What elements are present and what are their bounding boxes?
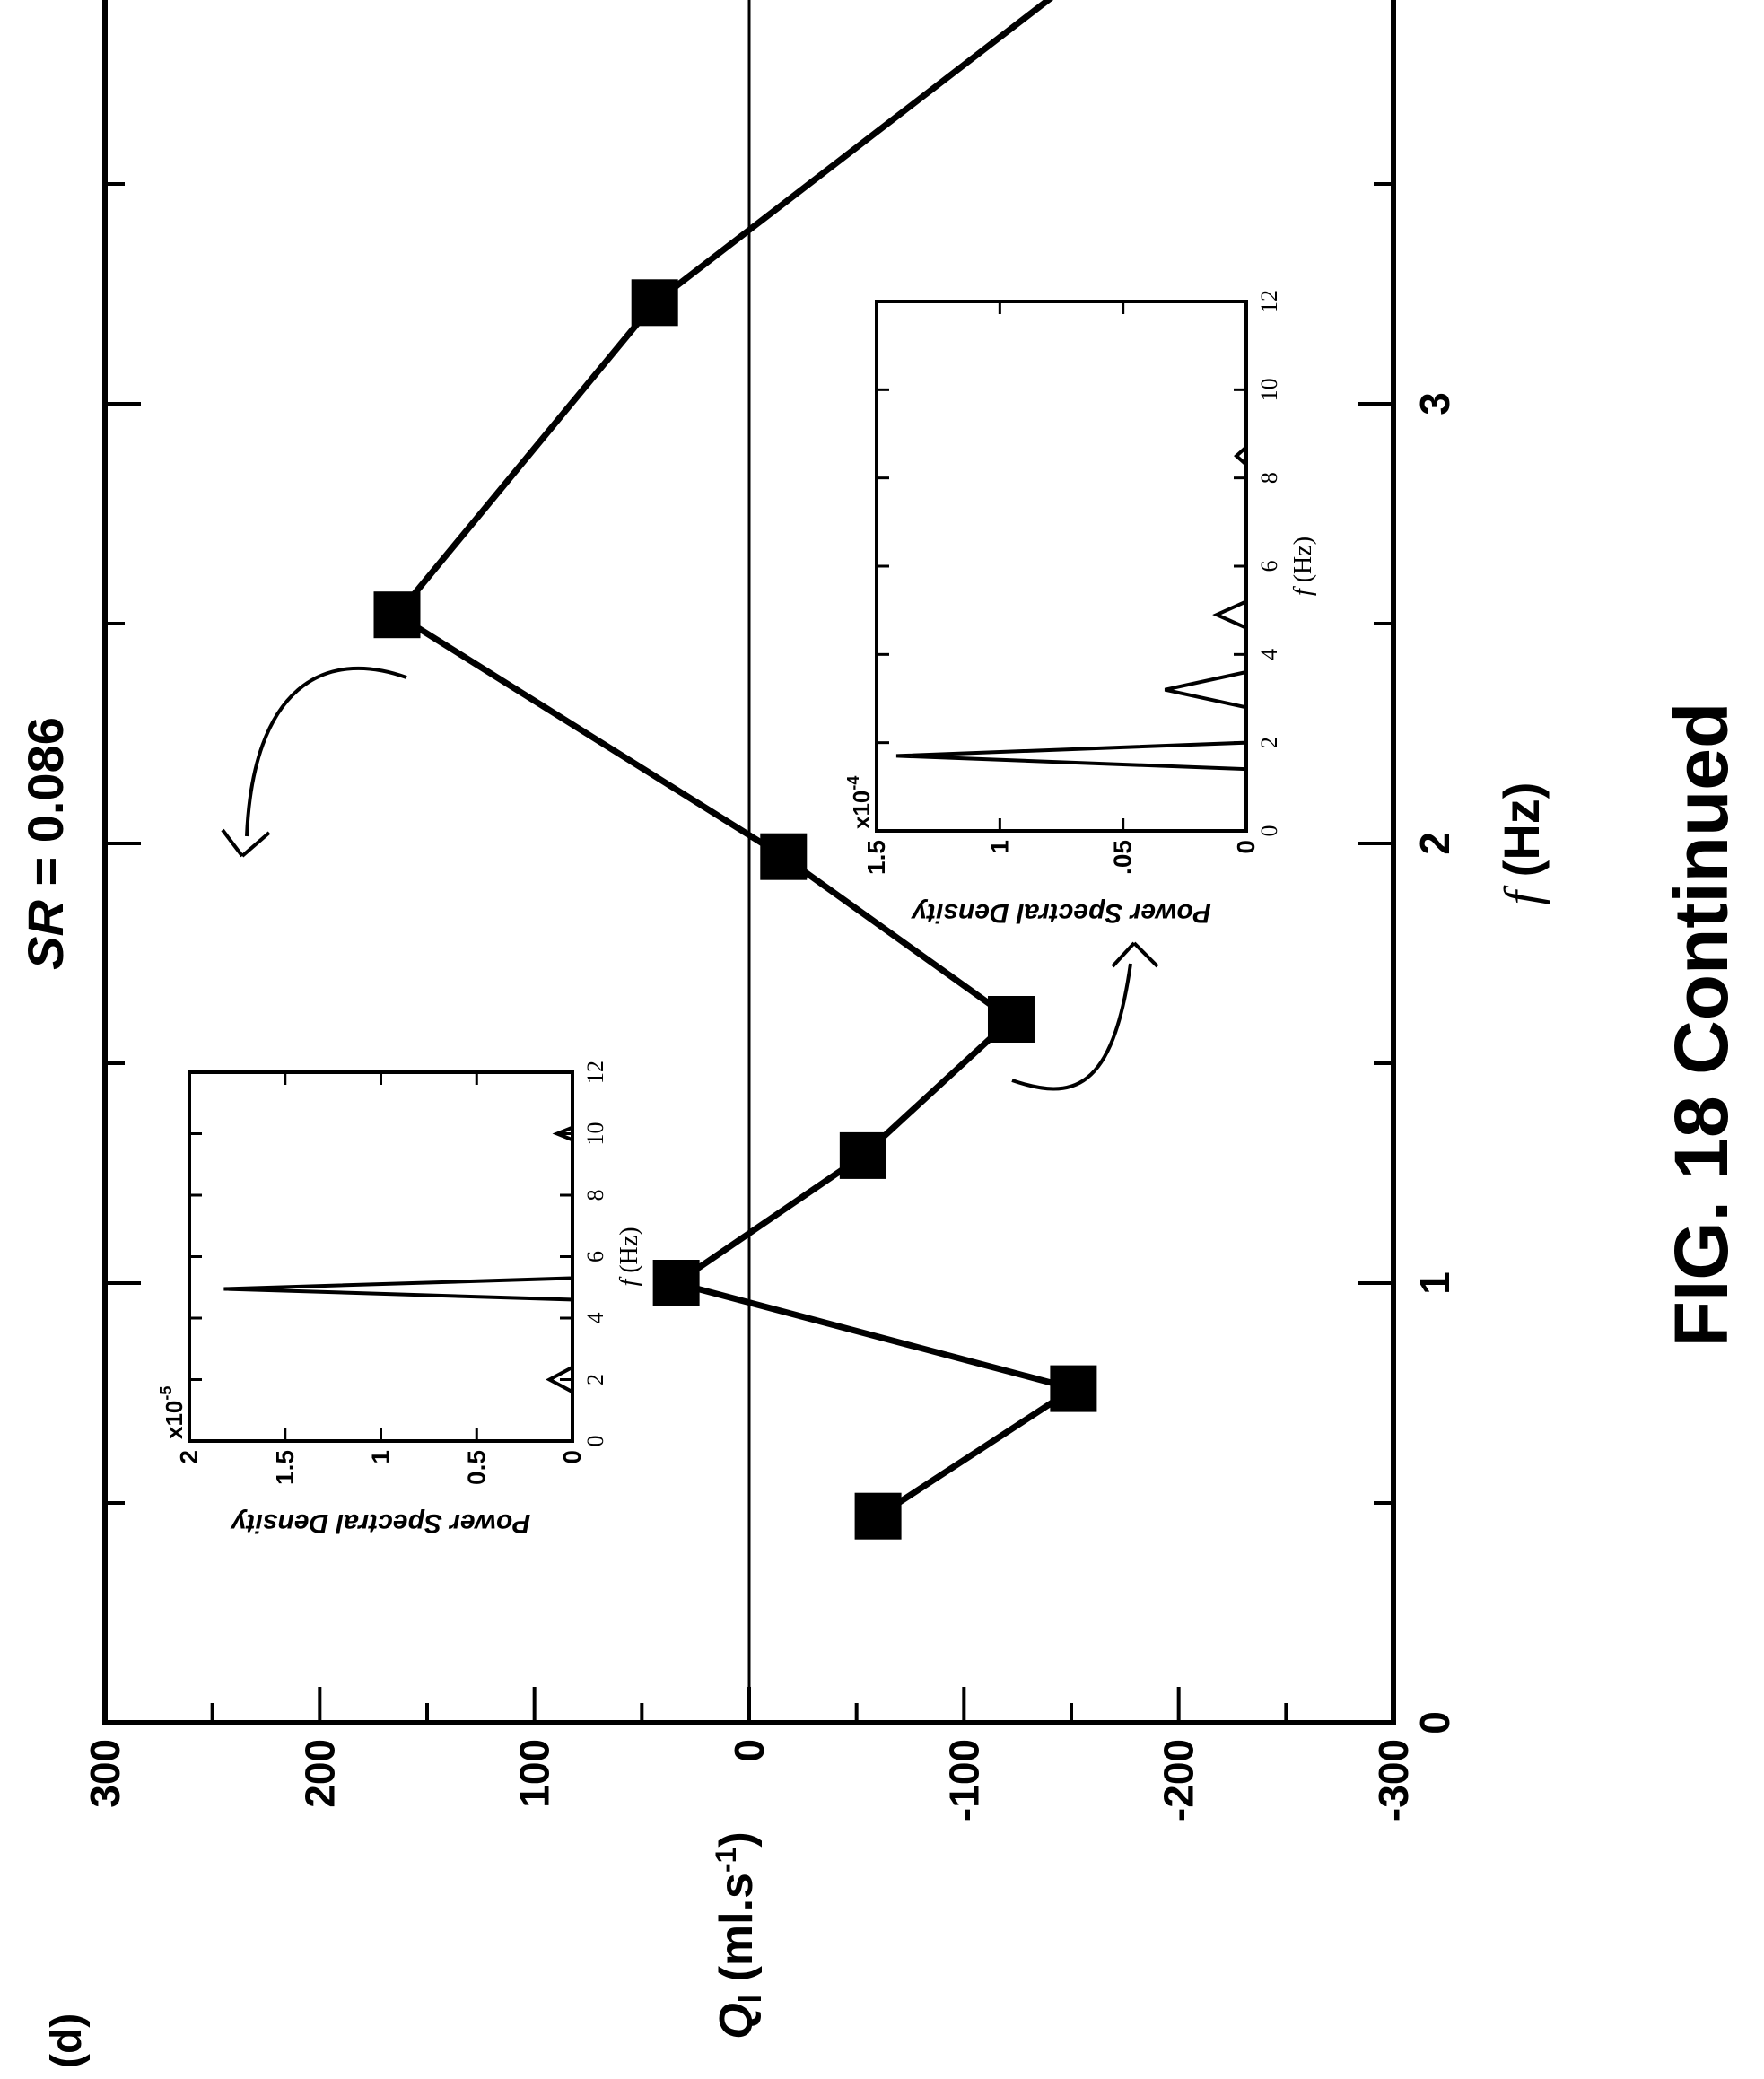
inset-b-y-tick-label: 1.5: [862, 840, 890, 875]
inset-a-x-label-var: f: [616, 1277, 643, 1287]
y-tick-label: 300: [82, 1739, 128, 1808]
inset-b-x-label: f (Hz): [1289, 537, 1317, 596]
inset-a-scale-exp: -5: [157, 1386, 175, 1401]
inset-b-scale-label: x10-4: [844, 776, 875, 829]
y-unit: (ml.s: [711, 1873, 763, 1995]
title-value: = 0.086: [17, 717, 74, 900]
inset-a-x-tick-label: 6: [582, 1251, 608, 1262]
inset-b-x-tick-label: 0: [1256, 825, 1282, 837]
inset-b-x-label-unit: (Hz): [1289, 537, 1317, 589]
arrow-to-inset-a: [245, 666, 407, 837]
inset-b-x-tick-label: 12: [1256, 290, 1282, 313]
arrow-head-b: [1111, 941, 1159, 968]
title-variable: SR: [17, 900, 74, 970]
inset-a-x-tick-label: 12: [582, 1061, 608, 1084]
inset-a-spectrum-line: [223, 1072, 574, 1441]
inset-a-y-tick-label: 0.5: [462, 1450, 490, 1485]
x-tick-label: 2: [1411, 832, 1458, 855]
inset-a-y-tick-label: 2: [175, 1450, 203, 1464]
inset-psd-b: 0 2 4 6 8 10 12 0 .05 1 1.5 x10-4 Power Spectral Den…: [844, 290, 1317, 928]
y-tick-label: 100: [511, 1739, 558, 1808]
main-series: [373, 0, 1097, 1540]
x-unit: (Hz): [1493, 782, 1550, 891]
y-tick-label: -200: [1156, 1739, 1202, 1821]
x-tick-label: 1: [1411, 1271, 1458, 1295]
inset-a-frame: [188, 1070, 574, 1443]
y-unit-end: ): [711, 1831, 763, 1847]
main-x-axis-label: f (Hz): [1493, 782, 1550, 905]
inset-a-x-tick-label: 10: [582, 1122, 608, 1146]
inset-a-x-tick-label: 0: [582, 1436, 608, 1447]
inset-b-x-label-var: f: [1289, 586, 1317, 596]
inset-a-y-tick-label: 1.5: [271, 1450, 299, 1485]
inset-b-y-tick-label: 0: [1232, 840, 1260, 854]
data-point-marker: [1050, 1365, 1097, 1412]
inset-b-y-tick-label: .05: [1109, 840, 1137, 875]
data-point-marker: [839, 1131, 886, 1179]
chart-title: SR = 0.086: [17, 717, 74, 970]
inset-psd-a: 0 2 4 6 8 10 12 0 0.5 1 1.5 2 x10-5 Power Spectral De…: [157, 1061, 643, 1538]
inset-b-x-tick-label: 6: [1256, 561, 1282, 572]
inset-a-y-tick-label: 1: [367, 1450, 395, 1464]
data-point-marker: [631, 279, 678, 327]
inset-a-y-label: Power Spectral Density: [230, 1508, 530, 1538]
y-unit-sup: -1: [710, 1848, 742, 1873]
inset-a-x-tick-label: 4: [582, 1313, 608, 1324]
inset-b-x-tick-label: 4: [1256, 649, 1282, 660]
arrow-head-a: [221, 828, 271, 858]
inset-a-x-tick-label: 2: [582, 1374, 608, 1385]
x-tick-label: 0: [1411, 1711, 1458, 1734]
inset-b-scale-exp: -4: [844, 776, 862, 791]
inset-b-y-label: Power Spectral Density: [911, 898, 1211, 928]
inset-b-y-tick-label: 1: [985, 840, 1013, 854]
inset-b-x-tick-label: 2: [1256, 737, 1282, 748]
y-tick-label: 0: [726, 1739, 773, 1762]
data-point-marker: [987, 996, 1035, 1043]
data-point-marker: [652, 1260, 700, 1306]
main-y-axis-label: Ql (ml.s-1): [710, 1831, 768, 2040]
x-tick-label: 3: [1411, 392, 1458, 415]
panel-label: (d): [43, 2013, 91, 2068]
inset-b-spectrum-line: [895, 301, 1248, 831]
data-point-marker: [760, 833, 808, 880]
y-var: Q: [711, 2003, 763, 2039]
inset-b-x-tick-label: 8: [1256, 472, 1282, 484]
inset-a-scale-label: x10-5: [157, 1386, 188, 1439]
y-tick-label: -100: [940, 1739, 987, 1821]
data-point-marker: [854, 1492, 902, 1540]
inset-a-x-label-unit: (Hz): [616, 1227, 643, 1279]
y-tick-label: 200: [296, 1739, 343, 1808]
inset-a-x-label: f (Hz): [616, 1227, 643, 1286]
figure-caption: FIG. 18 Continued: [1659, 703, 1743, 1348]
main-axes: 012343002001000-100-200-300: [82, 0, 1458, 1821]
inset-a-y-tick-label: 0: [558, 1450, 586, 1464]
inset-b-frame: [875, 300, 1248, 833]
inset-b-x-tick-label: 10: [1256, 378, 1282, 401]
data-point-marker: [373, 591, 421, 639]
arrow-to-inset-b: [1011, 963, 1132, 1091]
y-tick-label: -300: [1370, 1739, 1417, 1821]
inset-a-x-tick-label: 8: [582, 1190, 608, 1201]
y-sub: l: [734, 1995, 768, 2003]
